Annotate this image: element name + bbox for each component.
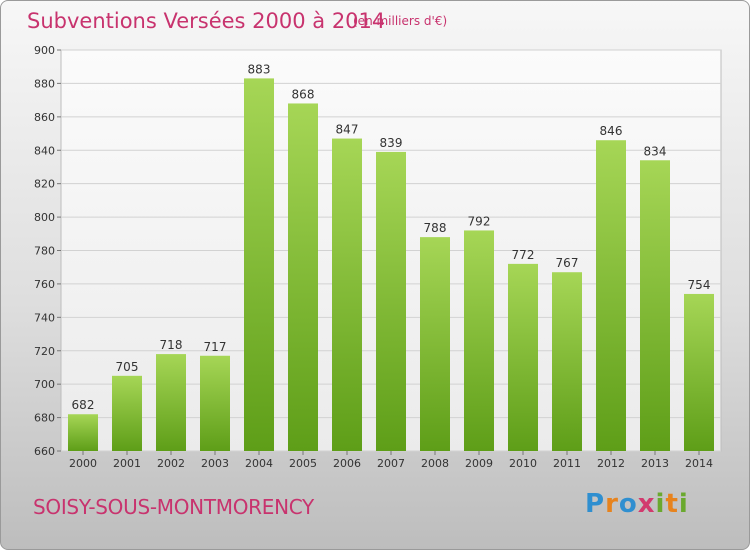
x-tick-label-2008: 2008 — [421, 457, 449, 470]
y-tick-label: 840 — [34, 144, 55, 157]
bar-2008 — [420, 237, 450, 451]
bar-2004 — [244, 78, 274, 451]
label-layer: 660 680 700 720 740 760 780 800 820 840 860 880 900 6… — [34, 44, 713, 470]
x-tick-label-2013: 2013 — [641, 457, 669, 470]
bar-layer — [68, 78, 714, 451]
bar-2009 — [464, 230, 494, 451]
x-tick-label-2002: 2002 — [157, 457, 185, 470]
y-tick-label: 700 — [34, 378, 55, 391]
value-label-2005: 868 — [292, 87, 315, 101]
bar-2002 — [156, 354, 186, 451]
value-label-2006: 847 — [336, 123, 359, 137]
y-tick-label: 900 — [34, 44, 55, 57]
bar-2014 — [684, 293, 714, 451]
x-tick-label-2014: 2014 — [685, 457, 713, 470]
proxiti-logo: Proxiti — [585, 489, 689, 519]
bar-2010 — [508, 263, 538, 451]
chart-subtitle: (en milliers d'€) — [353, 14, 448, 28]
y-tick-label: 760 — [34, 278, 55, 291]
x-tick-label-2000: 2000 — [69, 457, 97, 470]
x-tick-label-2009: 2009 — [465, 457, 493, 470]
y-tick-label: 740 — [34, 311, 55, 324]
value-label-2004: 883 — [248, 62, 271, 76]
x-tick-label-2006: 2006 — [333, 457, 361, 470]
x-tick-label-2011: 2011 — [553, 457, 581, 470]
bar-2005 — [288, 103, 318, 451]
value-label-2011: 767 — [556, 256, 579, 270]
x-tick-label-2005: 2005 — [289, 457, 317, 470]
bar-2003 — [200, 355, 230, 451]
value-label-2007: 839 — [380, 136, 403, 150]
bar-2007 — [376, 151, 406, 451]
x-tick-label-2003: 2003 — [201, 457, 229, 470]
value-label-2009: 792 — [468, 214, 491, 228]
bar-2011 — [552, 272, 582, 451]
value-label-2001: 705 — [116, 360, 139, 374]
x-tick-label-2001: 2001 — [113, 457, 141, 470]
x-tick-label-2012: 2012 — [597, 457, 625, 470]
bar-2000 — [68, 414, 98, 451]
y-tick-label: 860 — [34, 111, 55, 124]
value-label-2013: 834 — [644, 144, 667, 158]
bar-2001 — [112, 375, 142, 451]
x-tick-label-2004: 2004 — [245, 457, 273, 470]
city-name: SOISY-SOUS-MONTMORENCY — [33, 495, 314, 519]
value-label-2000: 682 — [72, 398, 95, 412]
value-label-2003: 717 — [204, 340, 227, 354]
y-tick-label: 780 — [34, 245, 55, 258]
value-label-2010: 772 — [512, 248, 535, 262]
value-label-2008: 788 — [424, 221, 447, 235]
y-tick-label: 820 — [34, 178, 55, 191]
y-tick-label: 680 — [34, 412, 55, 425]
y-tick-label: 660 — [34, 445, 55, 458]
y-tick-label: 720 — [34, 345, 55, 358]
bar-2013 — [640, 160, 670, 451]
chart-title: Subventions Versées 2000 à 2014 — [27, 9, 386, 33]
y-tick-label: 800 — [34, 211, 55, 224]
x-tick-label-2010: 2010 — [509, 457, 537, 470]
y-tick-label: 880 — [34, 77, 55, 90]
bar-2012 — [596, 140, 626, 451]
x-tick-label-2007: 2007 — [377, 457, 405, 470]
value-label-2002: 718 — [160, 338, 183, 352]
bar-2006 — [332, 138, 362, 451]
value-label-2012: 846 — [600, 124, 623, 138]
value-label-2014: 754 — [688, 278, 711, 292]
